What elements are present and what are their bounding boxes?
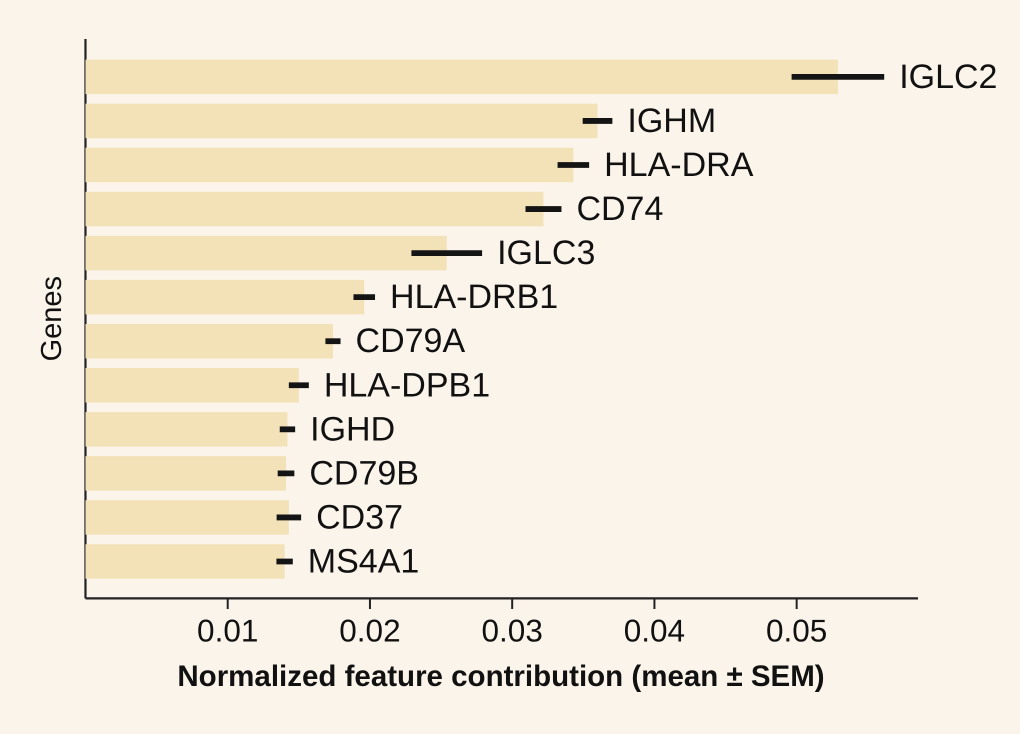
svg-text:HLA-DRB1: HLA-DRB1: [390, 278, 558, 316]
svg-text:IGHM: IGHM: [627, 102, 716, 140]
svg-text:MS4A1: MS4A1: [308, 543, 420, 581]
svg-text:HLA-DPB1: HLA-DPB1: [324, 366, 490, 404]
svg-text:IGHD: IGHD: [310, 410, 395, 448]
svg-text:0.05: 0.05: [766, 613, 827, 649]
svg-text:0.04: 0.04: [624, 613, 685, 649]
svg-text:Genes: Genes: [36, 276, 68, 361]
svg-text:0.01: 0.01: [197, 613, 258, 649]
svg-text:HLA-DRA: HLA-DRA: [604, 146, 754, 184]
svg-text:IGLC2: IGLC2: [899, 58, 997, 96]
svg-text:CD79B: CD79B: [309, 454, 419, 492]
svg-text:CD74: CD74: [576, 190, 663, 228]
svg-text:0.03: 0.03: [482, 613, 543, 649]
svg-text:0.02: 0.02: [339, 613, 400, 649]
svg-text:IGLC3: IGLC3: [497, 234, 595, 272]
svg-text:CD79A: CD79A: [356, 322, 466, 360]
svg-text:CD37: CD37: [316, 498, 403, 536]
